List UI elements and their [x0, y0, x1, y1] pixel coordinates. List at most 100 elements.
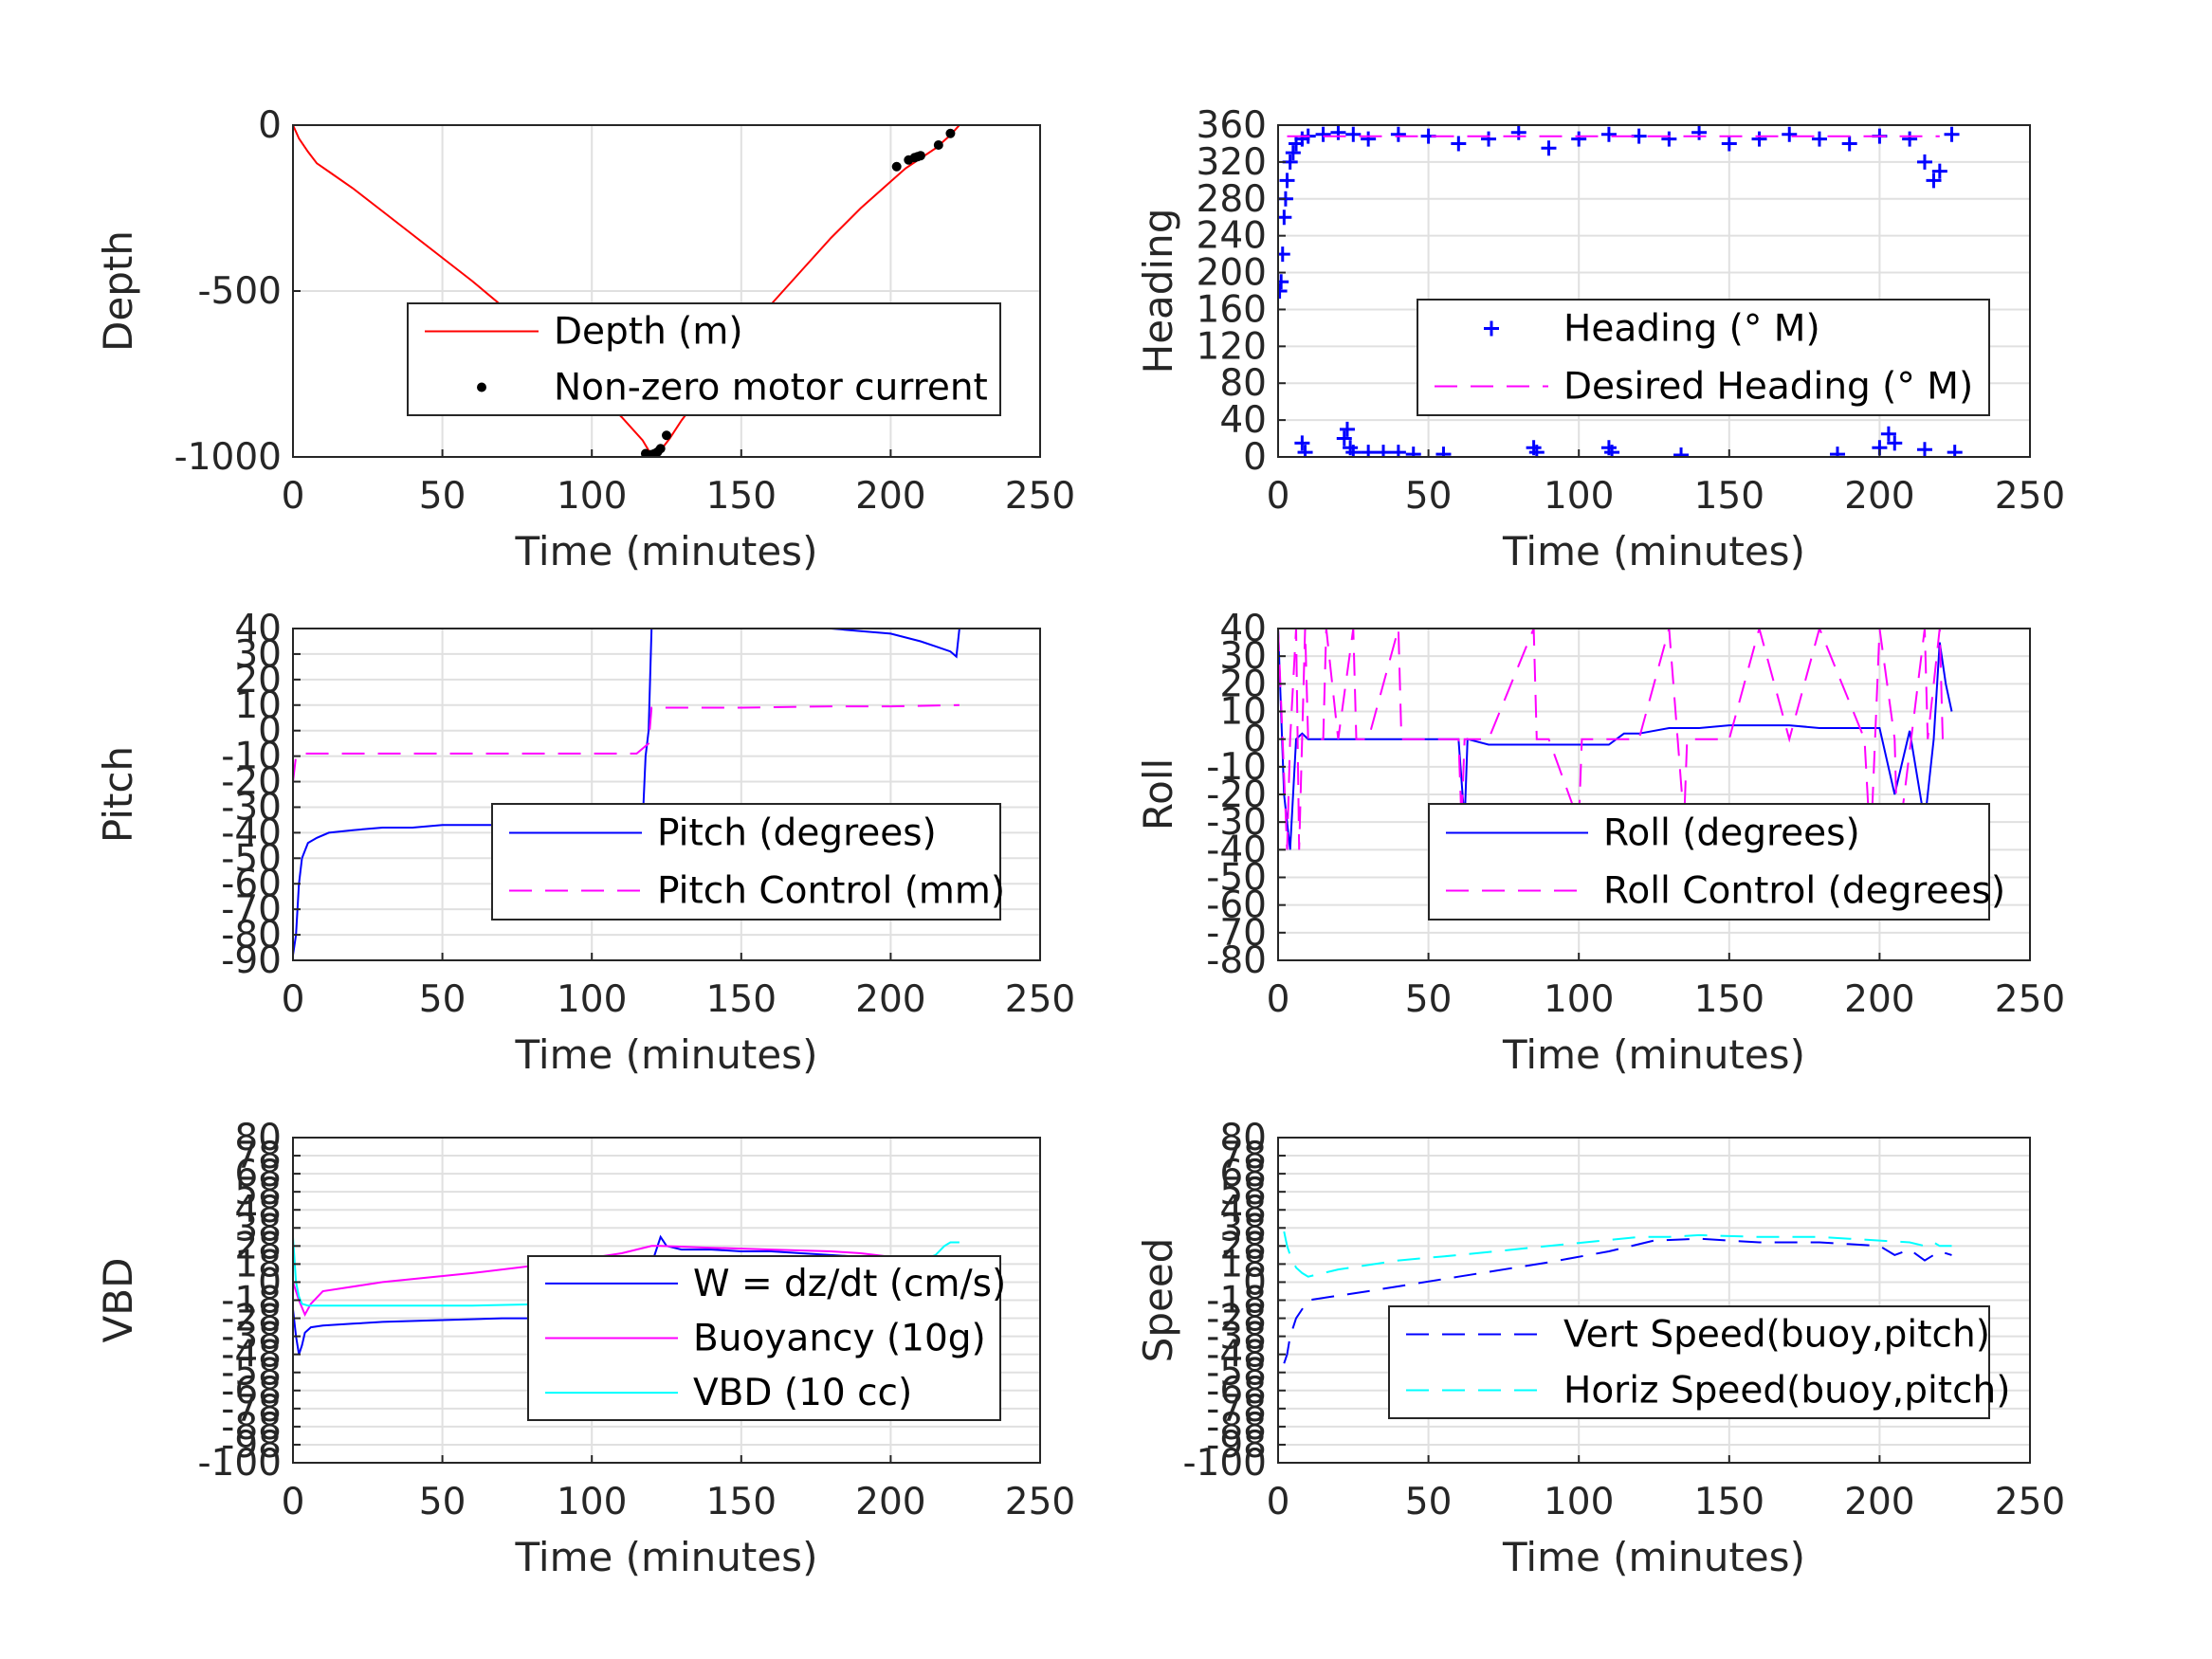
series-1-point: [1390, 126, 1406, 142]
series-1-point: [1528, 445, 1545, 457]
x-tick-label: 200: [855, 978, 925, 1021]
x-tick-label: 50: [419, 1481, 466, 1523]
y-tick-label: 20: [234, 659, 282, 702]
series-1-point: [1926, 173, 1942, 189]
series-1-point: [1330, 125, 1346, 140]
series-1-point: [1390, 445, 1406, 457]
legend-item-1-marker: [1484, 320, 1499, 337]
y-tick-label: 0: [1243, 1261, 1267, 1304]
x-tick-label: 200: [1844, 1481, 1914, 1523]
x-axis-label: Time (minutes): [515, 528, 818, 574]
y-tick-label: 0: [258, 1261, 282, 1304]
y-tick-label: 10: [234, 684, 282, 727]
x-tick-label: 200: [1844, 475, 1914, 518]
series-1-point: [1361, 445, 1377, 457]
legend-item-1-label: Pitch (degrees): [657, 812, 937, 855]
y-tick-label: 48: [1219, 1189, 1267, 1231]
series-1-point: [1916, 154, 1932, 170]
legend: Roll (degrees) Roll Control (degrees): [1428, 803, 2005, 921]
series-1-point: [1405, 447, 1421, 457]
x-tick-label: 250: [1995, 978, 2065, 1021]
series-1-point: [1345, 445, 1362, 457]
y-tick-label: -58: [1206, 1352, 1267, 1395]
y-tick-label: 18: [1219, 1243, 1267, 1285]
y-tick-label: -38: [1206, 1316, 1267, 1358]
x-tick-label: 250: [1995, 475, 2065, 518]
series-1-point: [1887, 435, 1903, 451]
x-tick-label: 50: [419, 978, 466, 1021]
series-1-line: [1278, 629, 1953, 850]
y-tick-label: -68: [1206, 1370, 1267, 1413]
x-axis-label: Time (minutes): [1502, 1031, 1805, 1078]
x-tick-label: 150: [706, 475, 777, 518]
y-tick-label: -28: [1206, 1298, 1267, 1340]
y-tick-label: 0: [258, 710, 282, 753]
x-tick-label: 100: [557, 978, 627, 1021]
series-1-point: [1541, 140, 1557, 156]
y-tick-label: 78: [1219, 1135, 1267, 1177]
axes-box: [292, 628, 1041, 961]
y-tick-label: -10: [221, 736, 282, 778]
series-1-point: [1278, 246, 1290, 263]
series-1-point: [1278, 210, 1292, 226]
y-tick-label: 28: [234, 1225, 282, 1267]
y-tick-label: 10: [1219, 691, 1267, 734]
legend-item-2-label: Horiz Speed(buoy,pitch): [1563, 1370, 2010, 1413]
y-tick-label: 40: [1219, 399, 1267, 442]
axes-box: [1277, 124, 2031, 458]
y-tick-label: 80: [1219, 1117, 1267, 1159]
y-tick-label: -20: [1206, 774, 1267, 816]
series-1-point: [1376, 445, 1392, 457]
y-tick-label: 40: [234, 608, 282, 650]
series-1-point: [1336, 430, 1352, 447]
y-tick-label: -68: [221, 1370, 282, 1413]
y-tick-label: -38: [221, 1316, 282, 1358]
y-tick-label: 30: [1219, 635, 1267, 678]
legend-item-2-label: Non-zero motor current: [554, 367, 988, 410]
y-tick-label: 0: [258, 104, 282, 147]
y-tick-label: 58: [234, 1171, 282, 1213]
chart-panel-6: 0 50 100 150 200 250 -100-98-88-78-68-58-48-38…: [1135, 1117, 2065, 1580]
y-tick-label: -10: [1206, 746, 1267, 789]
y-tick-label: -40: [1206, 829, 1267, 871]
plot-area: [1278, 629, 1953, 850]
x-tick-label: 0: [1267, 475, 1290, 518]
y-tick-label: -78: [221, 1388, 282, 1431]
series-1-point: [1339, 421, 1355, 437]
y-axis-label: Pitch: [95, 746, 141, 843]
series-1-line: [293, 125, 960, 457]
series-2-point: [662, 430, 671, 441]
series-1-point: [1841, 136, 1857, 152]
x-tick-label: 150: [1694, 978, 1764, 1021]
y-tick-label: 38: [234, 1207, 282, 1249]
plot-area: [1283, 1231, 1952, 1364]
series-1-point: [1782, 126, 1798, 142]
plot-area: [1278, 125, 1963, 457]
y-tick-label: -80: [221, 914, 282, 957]
legend-item-1-label: Vert Speed(buoy,pitch): [1563, 1314, 1990, 1357]
series-1-point: [1673, 447, 1690, 457]
series-2-point: [933, 140, 943, 150]
series-2-line: [1283, 1231, 1952, 1278]
legend-item-2-label: Buoyancy (10g): [693, 1318, 986, 1360]
legend: Pitch (degrees) Pitch Control (mm): [491, 803, 1005, 921]
legend-item-1-label: Roll (degrees): [1603, 812, 1860, 855]
y-tick-label: -60: [221, 863, 282, 905]
y-axis-label: Heading: [1135, 209, 1181, 374]
y-tick-label: -58: [221, 1352, 282, 1395]
x-tick-label: 250: [1005, 978, 1075, 1021]
y-tick-label: 80: [1219, 362, 1267, 405]
legend-box: [407, 302, 1001, 416]
x-tick-label: 0: [1267, 978, 1290, 1021]
series-1-point: [1345, 126, 1362, 142]
y-tick-label: -98: [1206, 1424, 1267, 1467]
y-tick-label: 40: [1219, 608, 1267, 650]
x-axis-label: Time (minutes): [1502, 528, 1805, 574]
legend-box: [491, 803, 1001, 921]
y-tick-label: 68: [1219, 1153, 1267, 1195]
y-tick-label: -1000: [174, 436, 282, 479]
y-tick-label: 160: [1197, 288, 1267, 331]
y-tick-label: 0: [1243, 719, 1267, 761]
y-tick-label: -500: [197, 270, 282, 313]
x-tick-label: 100: [1544, 475, 1614, 518]
